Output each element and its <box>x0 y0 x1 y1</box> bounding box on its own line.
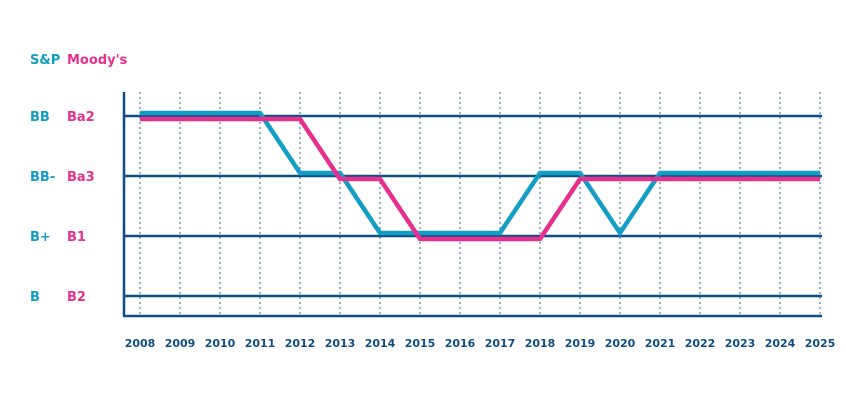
y-tick-label-moodys: B2 <box>67 290 86 305</box>
x-tick-label: 2020 <box>605 337 636 350</box>
series-layer <box>140 110 820 242</box>
legend-header-moodys: Moody's <box>67 53 128 68</box>
y-tick-label-sp: B <box>30 290 40 305</box>
axis-layer <box>122 92 822 318</box>
x-tick-label: 2016 <box>445 337 476 350</box>
series-line-sp <box>140 110 820 238</box>
x-tick-label: 2023 <box>725 337 756 350</box>
x-tick-label: 2011 <box>245 337 276 350</box>
x-tick-label: 2013 <box>325 337 356 350</box>
y-tick-label-moodys: Ba3 <box>67 170 95 185</box>
x-tick-label: 2009 <box>165 337 196 350</box>
x-tick-label: 2025 <box>805 337 836 350</box>
y-tick-label-sp: B+ <box>30 230 51 245</box>
legend-header-sp: S&P <box>30 53 60 68</box>
x-tick-label: 2014 <box>365 337 396 350</box>
y-tick-label-moodys: B1 <box>67 230 86 245</box>
x-tick-label: 2021 <box>645 337 676 350</box>
y-tick-label-sp: BB- <box>30 170 55 185</box>
x-tick-label: 2024 <box>765 337 796 350</box>
x-tick-label: 2010 <box>205 337 236 350</box>
x-tick-label: 2012 <box>285 337 316 350</box>
x-tick-label: 2015 <box>405 337 436 350</box>
y-tick-label-moodys: Ba2 <box>67 110 95 125</box>
x-tick-label: 2018 <box>525 337 556 350</box>
x-tick-label: 2019 <box>565 337 596 350</box>
series-line-moodys <box>140 116 820 242</box>
label-layer: S&P Moody's BB Ba2 BB- Ba3 B+ B1 B B2 2008 2009 20… <box>30 53 835 350</box>
x-tick-label: 2022 <box>685 337 716 350</box>
x-tick-label: 2008 <box>125 337 156 350</box>
y-tick-label-sp: BB <box>30 110 50 125</box>
x-tick-label: 2017 <box>485 337 516 350</box>
grid-layer <box>124 92 822 316</box>
